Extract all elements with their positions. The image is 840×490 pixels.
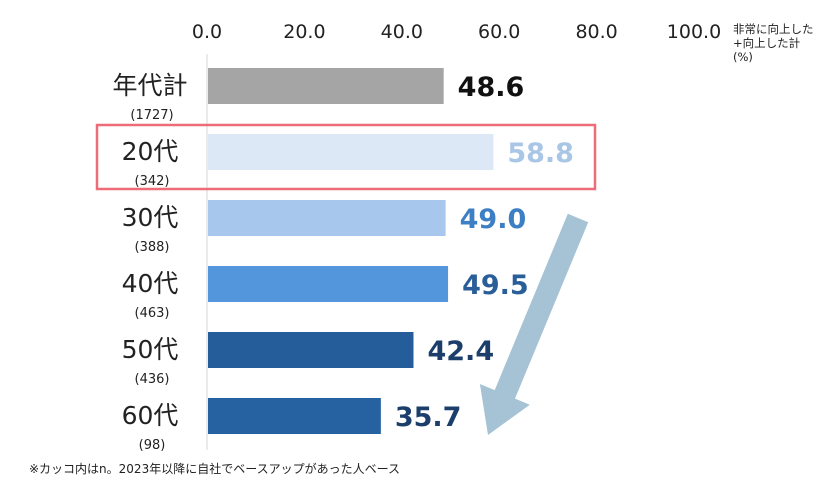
- legend-note-line: 非常に向上した: [733, 22, 814, 36]
- legend-note-line: +向上した計: [733, 36, 800, 50]
- sample-size-label: (342): [135, 174, 170, 189]
- value-label: 48.6: [458, 72, 525, 103]
- category-label: 20代: [122, 137, 179, 166]
- x-tick-label: 60.0: [478, 21, 520, 43]
- value-label: 49.5: [462, 270, 529, 301]
- bar: [208, 68, 444, 104]
- x-tick-label: 100.0: [667, 21, 721, 43]
- sample-size-label: (98): [139, 438, 166, 453]
- footnote: ※カッコ内はn。2023年以降に自社でベースアップがあった人ベース: [29, 461, 400, 476]
- bar: [208, 266, 449, 302]
- bar: [208, 332, 414, 368]
- x-tick-label: 0.0: [192, 21, 222, 43]
- category-label: 60代: [122, 401, 179, 430]
- x-tick-label: 80.0: [575, 21, 617, 43]
- x-tick-label: 40.0: [381, 21, 423, 43]
- highlight-box: [95, 123, 597, 191]
- sample-size-label: (1727): [130, 108, 173, 123]
- category-label: 50代: [122, 335, 179, 364]
- value-label: 58.8: [507, 138, 574, 169]
- value-label: 49.0: [460, 204, 527, 235]
- x-tick-label: 20.0: [283, 21, 325, 43]
- category-label: 40代: [122, 269, 179, 298]
- bar: [208, 134, 494, 170]
- value-label: 35.7: [395, 402, 462, 433]
- legend-note-line: (%): [733, 50, 753, 64]
- sample-size-label: (388): [135, 240, 170, 255]
- category-label: 年代計: [112, 71, 187, 100]
- sample-size-label: (463): [135, 306, 170, 321]
- downward-trend-arrow: [479, 213, 589, 435]
- category-label: 30代: [122, 203, 179, 232]
- bar: [208, 398, 381, 434]
- value-label: 42.4: [427, 336, 494, 367]
- sample-size-label: (436): [135, 372, 170, 387]
- bar: [208, 200, 446, 236]
